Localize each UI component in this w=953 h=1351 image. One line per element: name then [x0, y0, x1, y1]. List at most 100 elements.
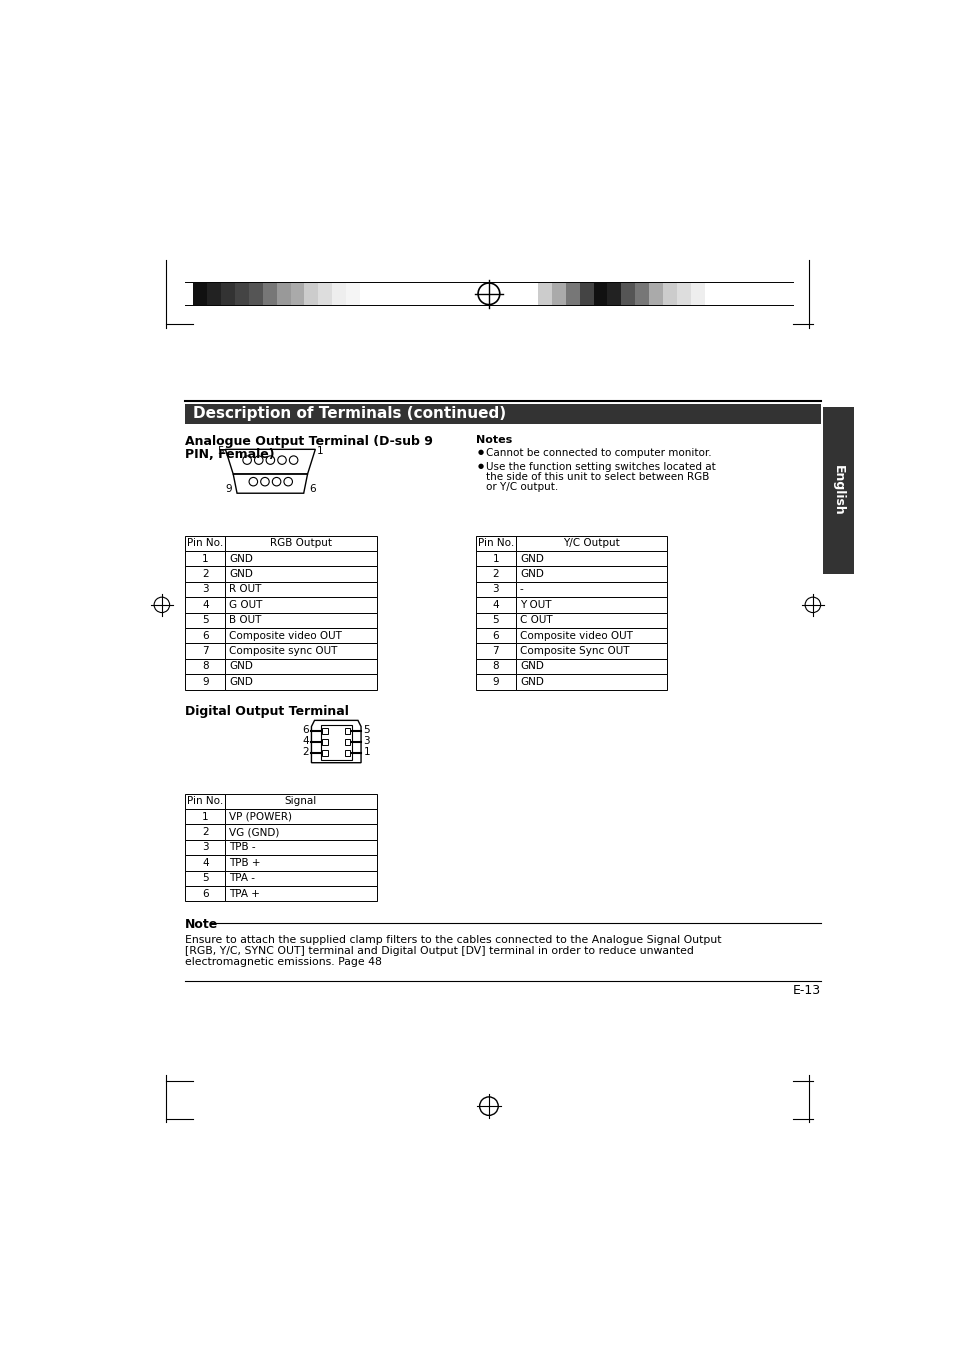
Bar [476, 612, 516, 628]
Bar [249, 282, 262, 304]
Text: 1: 1 [202, 554, 209, 563]
Text: 3: 3 [492, 585, 498, 594]
Text: Notes: Notes [476, 435, 512, 446]
Bar [185, 793, 225, 809]
Bar [332, 282, 346, 304]
Bar [185, 824, 225, 840]
Bar [593, 282, 607, 304]
Bar [476, 643, 516, 659]
Text: GND: GND [229, 662, 253, 671]
Text: C OUT: C OUT [519, 615, 552, 626]
Text: Pin No.: Pin No. [187, 796, 223, 807]
Text: the side of this unit to select between RGB: the side of this unit to select between … [485, 471, 708, 482]
Text: VG (GND): VG (GND) [229, 827, 279, 838]
Text: GND: GND [519, 677, 543, 686]
Bar [185, 643, 225, 659]
Text: 9: 9 [225, 485, 232, 494]
Text: 3: 3 [202, 585, 209, 594]
Text: 2: 2 [202, 827, 209, 838]
Bar [185, 659, 225, 674]
Bar [225, 582, 376, 597]
Bar [185, 840, 225, 855]
Text: 2: 2 [202, 569, 209, 580]
Bar [220, 282, 234, 304]
Text: ●: ● [477, 450, 484, 455]
Bar [516, 535, 666, 551]
Bar [225, 809, 376, 824]
Bar [225, 597, 376, 612]
Text: or Y/C output.: or Y/C output. [485, 482, 558, 492]
Text: Cannot be connected to computer monitor.: Cannot be connected to computer monitor. [485, 447, 711, 458]
Bar [516, 566, 666, 582]
Bar [476, 628, 516, 643]
Text: Composite video OUT: Composite video OUT [519, 631, 632, 640]
Text: Y OUT: Y OUT [519, 600, 551, 609]
Bar [516, 628, 666, 643]
Bar [691, 282, 704, 304]
Text: 2: 2 [302, 747, 309, 757]
Bar [476, 659, 516, 674]
Text: TPB +: TPB + [229, 858, 260, 867]
Text: 9: 9 [202, 677, 209, 686]
Text: B OUT: B OUT [229, 615, 261, 626]
Bar [185, 886, 225, 901]
Bar [677, 282, 691, 304]
Bar [476, 535, 516, 551]
Text: Y/C Output: Y/C Output [562, 538, 619, 549]
Bar [344, 739, 350, 744]
Bar [185, 535, 225, 551]
Bar [225, 674, 376, 689]
Bar [225, 824, 376, 840]
Bar [185, 551, 225, 566]
Text: Analogue Output Terminal (D-sub 9: Analogue Output Terminal (D-sub 9 [185, 435, 433, 449]
Bar [225, 566, 376, 582]
Bar [304, 282, 318, 304]
Bar [476, 597, 516, 612]
Text: GND: GND [229, 677, 253, 686]
Bar [225, 793, 376, 809]
Bar [516, 597, 666, 612]
Text: GND: GND [229, 554, 253, 563]
Bar [185, 809, 225, 824]
Text: 1: 1 [202, 812, 209, 821]
Text: PIN, Female): PIN, Female) [185, 447, 274, 461]
Bar [344, 750, 350, 755]
Text: 3: 3 [363, 736, 370, 746]
Bar [551, 282, 565, 304]
Text: 4: 4 [492, 600, 498, 609]
Text: English: English [831, 465, 844, 516]
Text: 4: 4 [202, 858, 209, 867]
Text: 8: 8 [202, 662, 209, 671]
Text: Description of Terminals (continued): Description of Terminals (continued) [193, 407, 505, 422]
Text: G OUT: G OUT [229, 600, 262, 609]
Text: TPA -: TPA - [229, 873, 255, 884]
Text: VP (POWER): VP (POWER) [229, 812, 292, 821]
Text: 6: 6 [202, 631, 209, 640]
Text: Digital Output Terminal: Digital Output Terminal [185, 705, 349, 717]
Bar [537, 282, 551, 304]
Bar [318, 282, 332, 304]
Bar [225, 535, 376, 551]
Bar [225, 612, 376, 628]
Bar [185, 582, 225, 597]
Bar [185, 870, 225, 886]
Text: TPB -: TPB - [229, 843, 255, 852]
Bar [322, 728, 328, 734]
Text: Ensure to attach the supplied clamp filters to the cables connected to the Analo: Ensure to attach the supplied clamp filt… [185, 935, 720, 946]
Bar [822, 407, 853, 574]
Bar [185, 855, 225, 870]
Bar [516, 612, 666, 628]
Text: TPA +: TPA + [229, 889, 260, 898]
Text: GND: GND [519, 569, 543, 580]
Bar [476, 582, 516, 597]
Bar [516, 659, 666, 674]
Bar [516, 674, 666, 689]
Text: 5: 5 [202, 873, 209, 884]
Text: Use the function setting switches located at: Use the function setting switches locate… [485, 462, 715, 471]
Bar [185, 404, 820, 424]
Bar [346, 282, 360, 304]
Bar [635, 282, 649, 304]
Bar [320, 725, 352, 761]
Bar [579, 282, 593, 304]
Text: 6: 6 [309, 485, 315, 494]
